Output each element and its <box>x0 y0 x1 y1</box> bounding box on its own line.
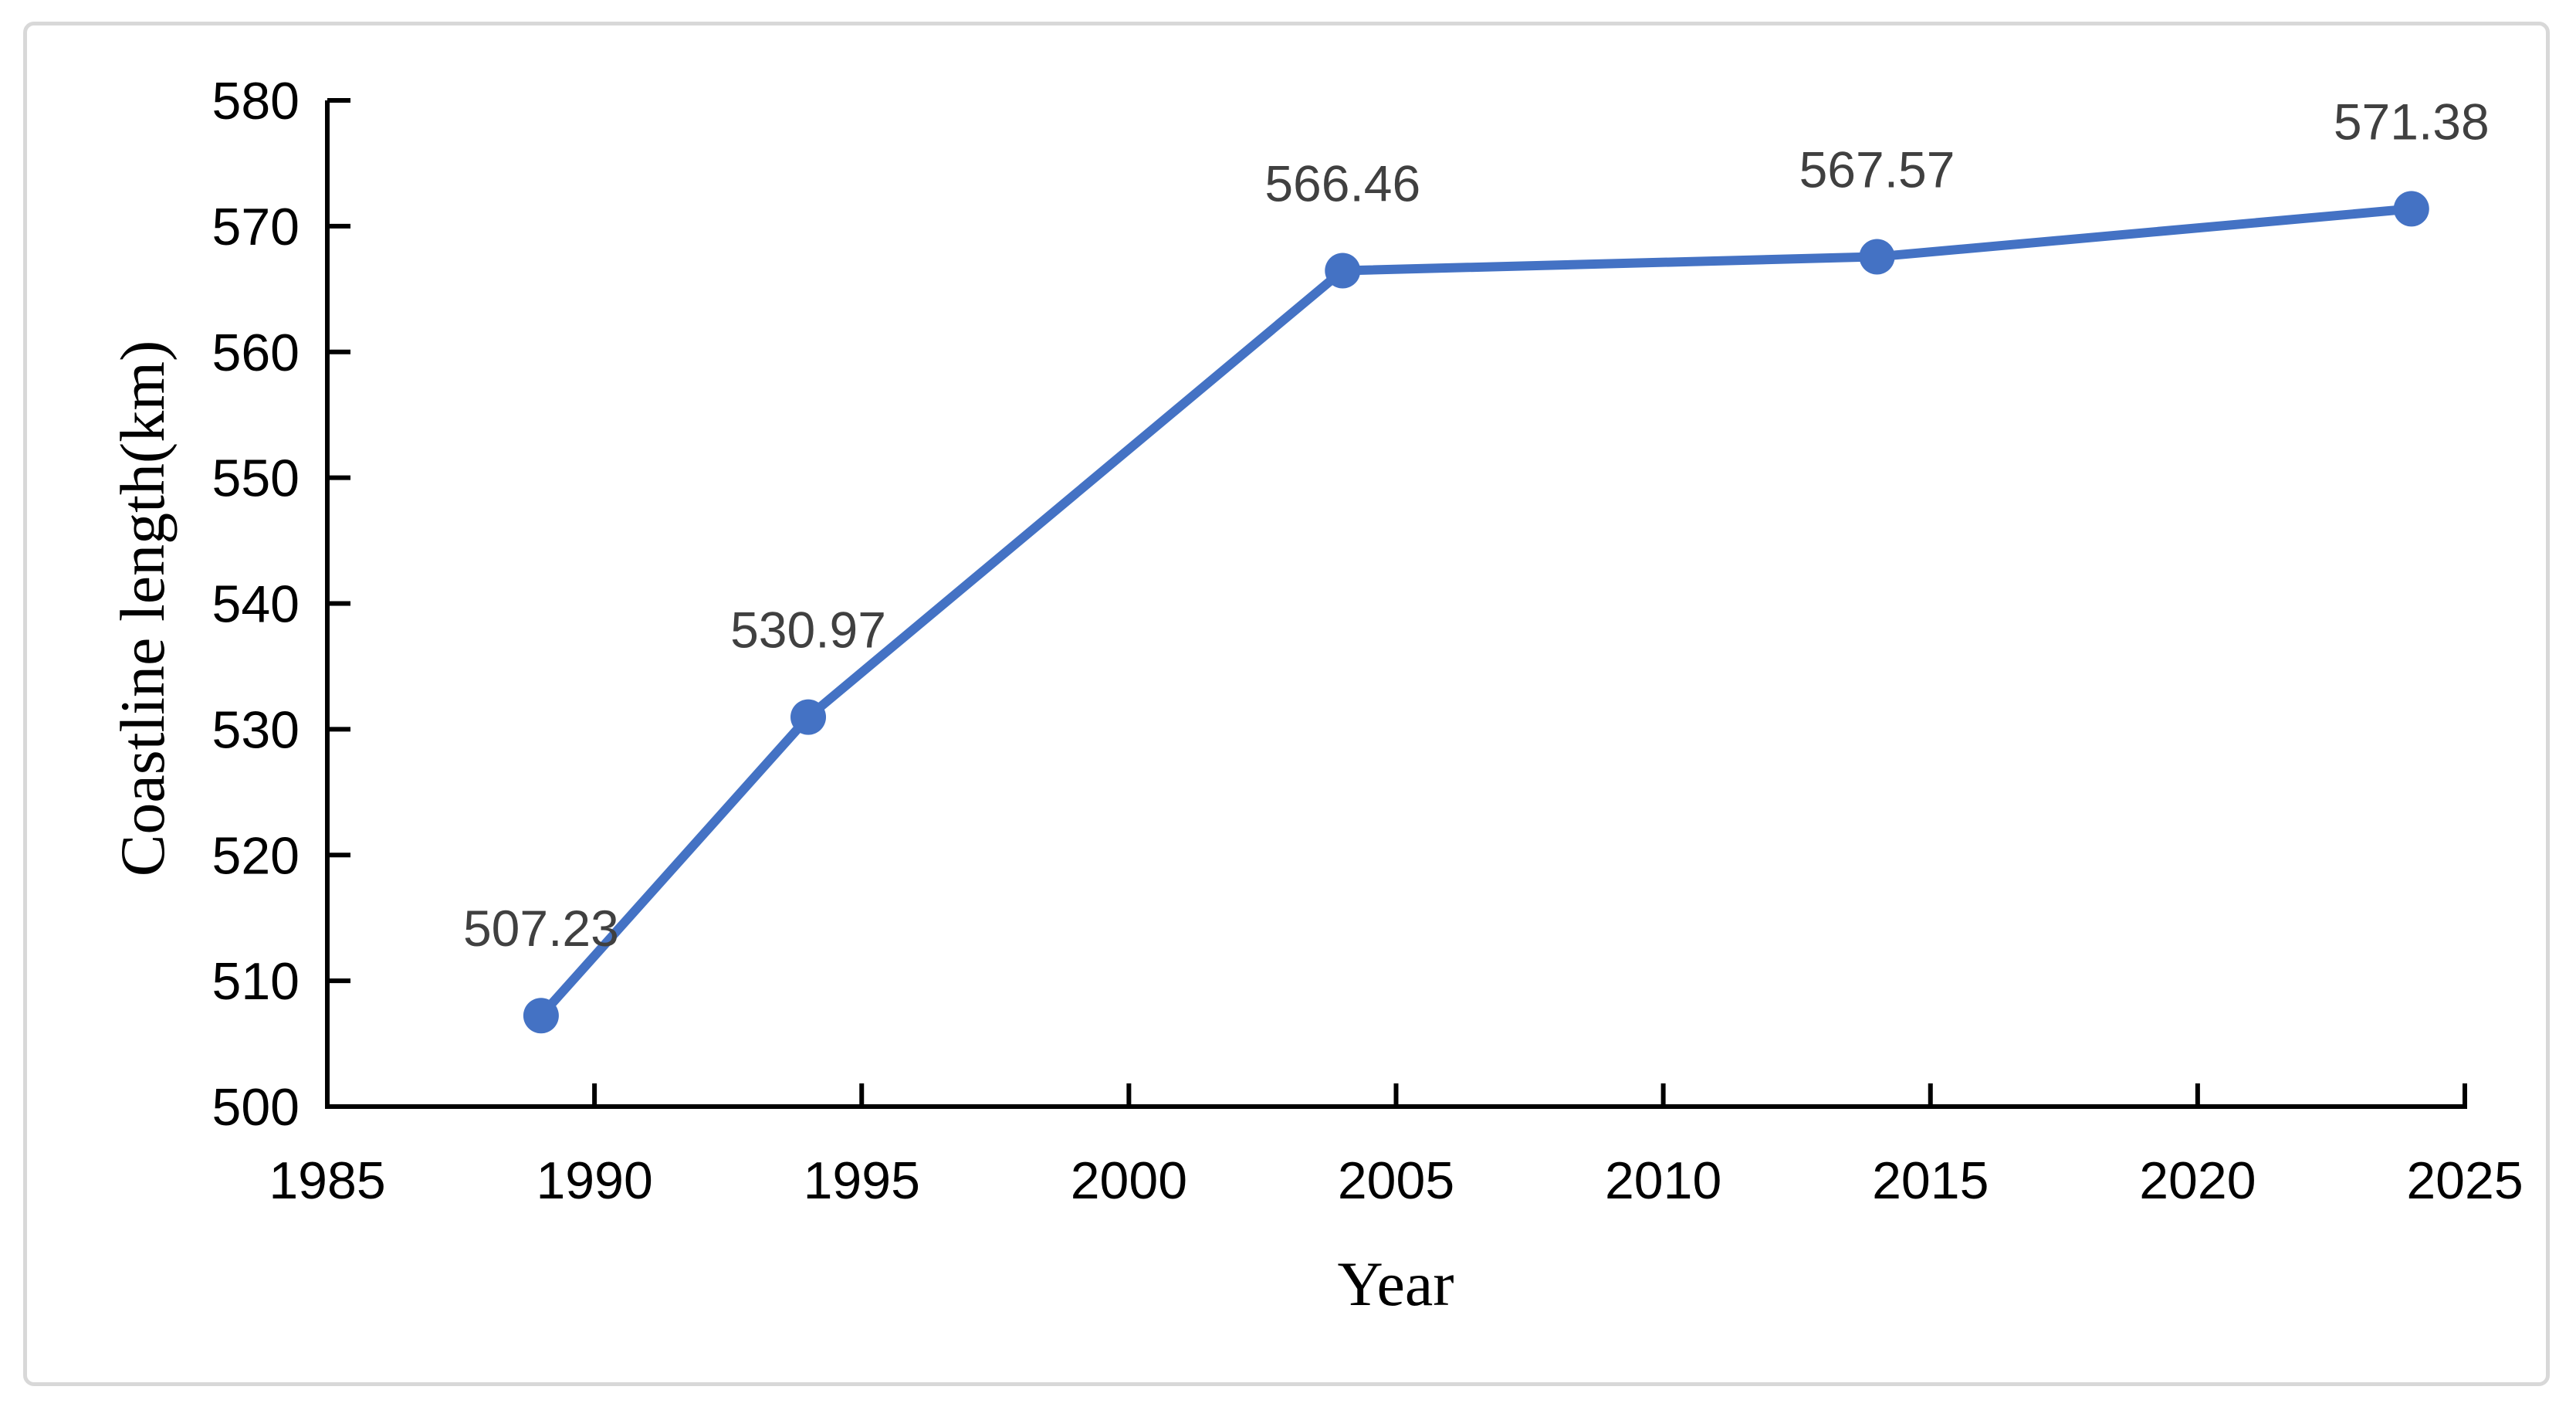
axes <box>325 98 2467 1109</box>
y-tick-label: 560 <box>212 324 300 382</box>
data-point <box>523 998 559 1034</box>
y-tick-label: 580 <box>212 72 300 131</box>
y-tick-label: 500 <box>212 1078 300 1137</box>
data-point <box>2393 191 2429 227</box>
data-point-label: 567.57 <box>1799 141 1955 198</box>
x-tick-label: 1995 <box>804 1151 920 1210</box>
data-labels: 507.23 530.97 566.46 567.57 571.38 <box>463 93 2490 957</box>
y-tick-label: 520 <box>212 826 300 885</box>
y-tick-label: 550 <box>212 449 300 508</box>
y-tick-label: 540 <box>212 575 300 634</box>
x-tick-label: 2015 <box>1872 1151 1989 1210</box>
y-tick-labels: 500 510 520 530 540 550 560 570 580 <box>212 72 300 1137</box>
x-axis-title: Year <box>1337 1249 1454 1319</box>
chart-frame <box>23 22 2550 1386</box>
x-tick-label: 1985 <box>269 1151 385 1210</box>
data-point-label: 571.38 <box>2334 93 2490 150</box>
x-tick-label: 2020 <box>2139 1151 2256 1210</box>
y-axis-title: Coastline length(km) <box>107 341 178 877</box>
data-point <box>1325 253 1361 289</box>
data-point <box>790 699 827 735</box>
data-point-label: 507.23 <box>463 900 619 957</box>
data-point <box>1859 239 1895 275</box>
y-tick-label: 570 <box>212 198 300 256</box>
x-tick-label: 2005 <box>1338 1151 1454 1210</box>
y-tick-label: 510 <box>212 952 300 1011</box>
data-points <box>523 191 2429 1034</box>
x-tick-labels: 1985 1990 1995 2000 2005 2010 2015 2020 2025 <box>269 1151 2523 1210</box>
data-point-label: 530.97 <box>730 602 886 659</box>
x-tick-label: 2010 <box>1605 1151 1721 1210</box>
x-tick-label: 1990 <box>536 1151 652 1210</box>
y-tick-label: 530 <box>212 700 300 759</box>
x-tick-label: 2000 <box>1071 1151 1187 1210</box>
data-point-label: 566.46 <box>1264 155 1420 212</box>
x-tick-label: 2025 <box>2406 1151 2523 1210</box>
